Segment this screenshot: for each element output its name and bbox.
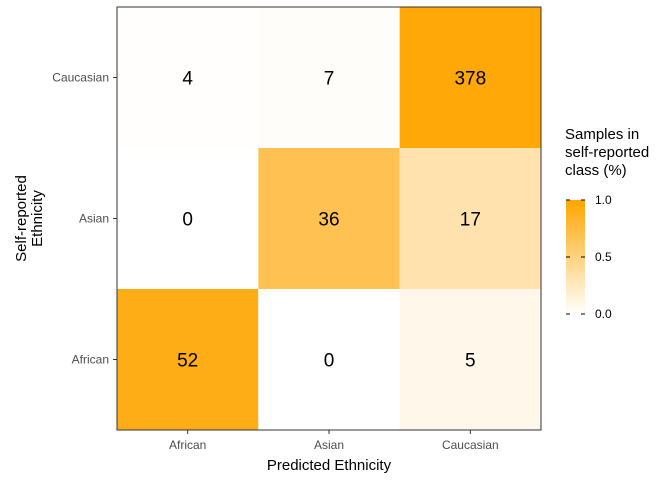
heatmap-cell — [117, 289, 259, 430]
heatmap-cell — [399, 148, 541, 289]
legend-title: Samples in self-reported class (%) — [565, 126, 649, 179]
legend-tick-label: 1.0 — [595, 193, 612, 207]
heatmap-cell — [399, 7, 541, 148]
cell-count-label: 36 — [318, 210, 339, 231]
cell-count-label: 7 — [324, 69, 335, 90]
y-tick-label: Caucasian — [52, 71, 109, 85]
heatmap-cell — [117, 148, 259, 289]
heatmap-cells: 52 0 5 0 36 17 4 7 378 — [117, 7, 541, 430]
legend-tick-label: 0.5 — [595, 250, 612, 264]
heatmap-cell — [117, 7, 259, 148]
y-axis-title-line: Self-reported — [13, 175, 30, 262]
x-tick-label: Asian — [314, 438, 344, 452]
legend-title-line: class (%) — [565, 162, 627, 179]
cell-count-label: 378 — [454, 69, 486, 90]
heatmap-cell — [258, 148, 400, 289]
legend-title-line: Samples in — [565, 126, 639, 143]
cell-count-label: 4 — [182, 69, 193, 90]
heatmap-cell — [258, 7, 400, 148]
x-tick-label: African — [169, 438, 206, 452]
cell-count-label: 0 — [182, 210, 193, 231]
heatmap-cell — [258, 289, 400, 430]
cell-count-label: 17 — [460, 210, 481, 231]
color-legend: Samples in self-reported class (%) 0.0 0.5 1.… — [565, 126, 649, 321]
legend-color-bar — [566, 200, 585, 314]
cell-count-label: 5 — [465, 351, 476, 372]
legend-tick-label: 0.0 — [595, 307, 612, 321]
x-axis-title: Predicted Ethnicity — [267, 457, 392, 474]
y-tick-label: African — [72, 353, 109, 367]
heatmap-cell — [399, 289, 541, 430]
y-axis-title: Self-reportedEthnicity — [13, 175, 46, 262]
legend-title-line: self-reported — [565, 144, 649, 161]
y-tick-label: Asian — [79, 212, 109, 226]
axes: African Asian Caucasian African Asian Caucasi… — [13, 71, 499, 475]
cell-count-label: 52 — [177, 351, 198, 372]
cell-count-label: 0 — [324, 351, 335, 372]
y-axis-title-line: Ethnicity — [29, 190, 46, 247]
x-tick-label: Caucasian — [442, 438, 499, 452]
